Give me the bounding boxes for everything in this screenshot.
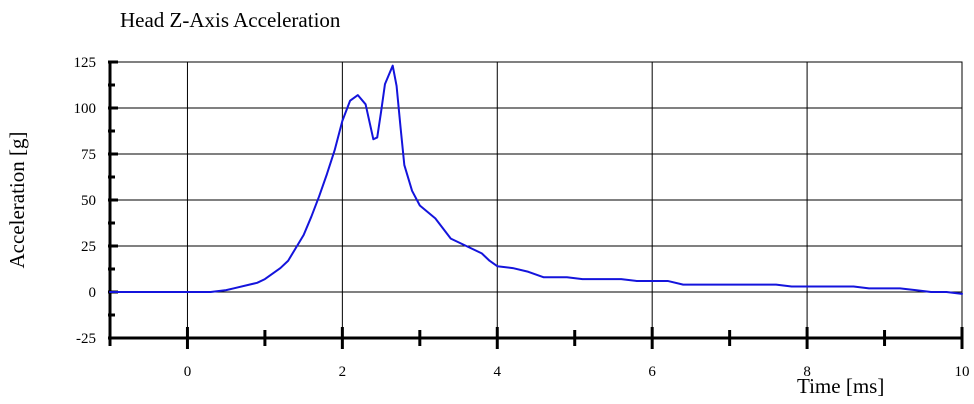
y-tick-label: 75 [81, 147, 96, 163]
y-tick-label: -25 [76, 331, 96, 347]
x-tick-label: 0 [184, 364, 192, 380]
x-tick-label: 2 [339, 364, 347, 380]
x-tick-label: 8 [803, 364, 811, 380]
x-tick-label: 6 [648, 364, 656, 380]
grid-layer [110, 61, 963, 339]
y-tick-label: 50 [81, 193, 96, 209]
y-axis-title: Acceleration [g] [5, 131, 29, 268]
chart-title: Head Z-Axis Acceleration [120, 8, 341, 32]
tick-layer: 0 2 4 6 8 10 -25 0 25 50 75 100 125 [74, 55, 970, 380]
acceleration-series-line [109, 64, 963, 295]
y-tick-label: 100 [74, 101, 97, 117]
series-layer [109, 64, 963, 295]
x-tick-label: 4 [494, 364, 502, 380]
y-tick-label: 0 [89, 285, 97, 301]
x-tick-label: 10 [955, 364, 970, 380]
x-axis-title: Time [ms] [797, 374, 884, 398]
y-tick-label: 25 [81, 239, 96, 255]
y-tick-label: 125 [74, 55, 97, 71]
